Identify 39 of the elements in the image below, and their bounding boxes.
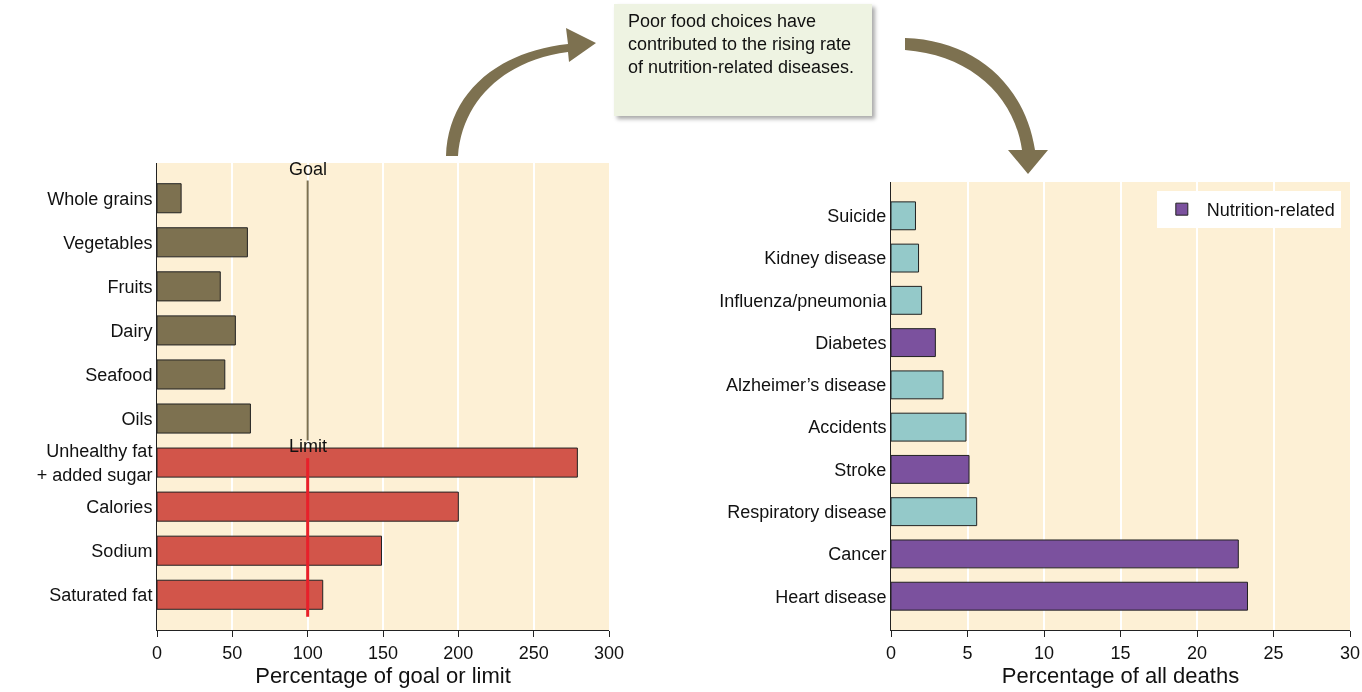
y-tick-label: Stroke xyxy=(834,459,887,480)
x-axis-title: Percentage of goal or limit xyxy=(255,662,511,688)
x-tick-label: 30 xyxy=(1339,642,1361,663)
text: Poor food choices have contributed to the rising rate of nutrition-related diseases. xyxy=(614,4,872,116)
y-tick-label: Fruits xyxy=(107,276,153,297)
x-tick-label: 15 xyxy=(1110,642,1131,663)
x-tick-label: 100 xyxy=(292,642,323,663)
y-tick-label: Alzheimer’s disease xyxy=(725,375,887,396)
x-tick-label: 300 xyxy=(593,642,625,663)
y-tick-label: Respiratory disease xyxy=(727,501,887,522)
y-tick-label: Sodium xyxy=(91,541,153,561)
x-tick-label: 10 xyxy=(1033,642,1055,663)
x-tick-label: 200 xyxy=(443,642,474,663)
y-tick-label: Diabetes xyxy=(815,332,887,353)
x-axis-title: Percentage of all deaths xyxy=(1001,662,1240,688)
x-tick-label: 250 xyxy=(518,642,549,663)
x-tick-label: 25 xyxy=(1263,642,1284,663)
y-tick-label: Unhealthy fat + added sugar xyxy=(36,441,153,485)
y-tick-label: Heart disease xyxy=(775,586,887,607)
y-tick-label: Dairy xyxy=(110,320,153,341)
y-tick-label: Saturated fat xyxy=(49,585,153,606)
x-tick-label: 150 xyxy=(367,642,399,663)
legend-label: Nutrition-related xyxy=(1206,200,1335,221)
x-tick-label: 20 xyxy=(1186,642,1208,663)
y-tick-label: Suicide xyxy=(827,206,887,227)
x-tick-label: 50 xyxy=(222,642,243,663)
x-tick-label: 5 xyxy=(962,642,973,663)
y-tick-label: Whole grains xyxy=(47,188,153,209)
y-tick-label: Calories xyxy=(86,496,153,517)
y-tick-label: Cancer xyxy=(828,544,887,565)
ref-line-label: Goal xyxy=(289,159,328,179)
x-tick-label: 0 xyxy=(151,642,163,663)
y-tick-label: Vegetables xyxy=(63,232,153,253)
y-tick-label: Influenza/pneumonia xyxy=(719,290,888,311)
x-tick-label: 0 xyxy=(885,642,897,663)
y-tick-label: Accidents xyxy=(808,417,887,438)
y-tick-label: Seafood xyxy=(85,364,153,385)
y-tick-label: Oils xyxy=(121,408,153,429)
y-tick-label: Kidney disease xyxy=(764,248,887,269)
